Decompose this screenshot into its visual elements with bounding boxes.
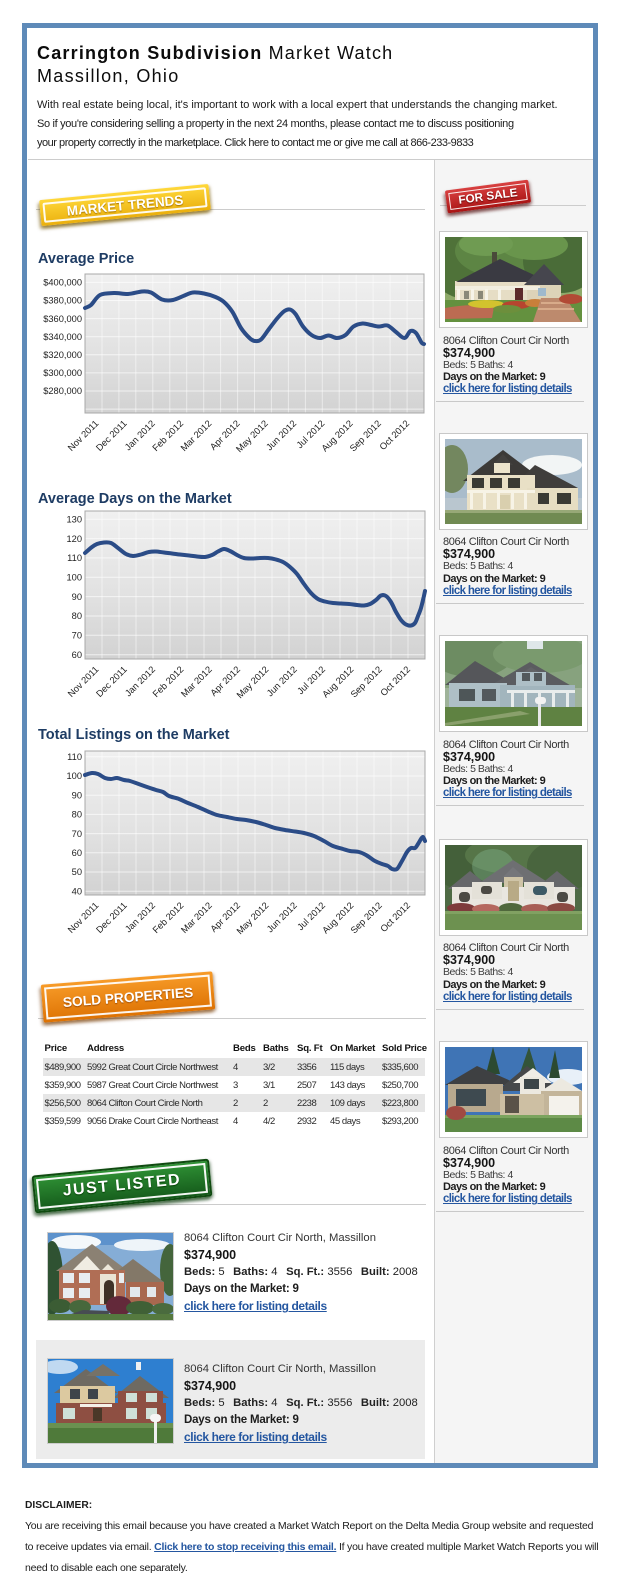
svg-text:$380,000: $380,000 — [43, 296, 82, 306]
svg-text:80: 80 — [72, 611, 82, 621]
svg-text:Dec 2011: Dec 2011 — [94, 418, 129, 453]
svg-text:Mar 2012: Mar 2012 — [179, 418, 214, 453]
svg-text:70: 70 — [72, 829, 82, 839]
svg-text:80: 80 — [72, 810, 82, 820]
svg-text:110: 110 — [67, 553, 82, 563]
svg-text:Mar 2012: Mar 2012 — [179, 664, 214, 699]
svg-text:120: 120 — [66, 534, 82, 544]
svg-text:60: 60 — [72, 848, 82, 858]
svg-text:110: 110 — [67, 752, 82, 762]
svg-text:Jun 2012: Jun 2012 — [265, 900, 299, 934]
svg-text:130: 130 — [66, 514, 82, 524]
svg-text:$400,000: $400,000 — [43, 278, 82, 288]
svg-text:60: 60 — [72, 650, 82, 660]
svg-text:$320,000: $320,000 — [43, 350, 82, 360]
svg-text:$280,000: $280,000 — [43, 386, 82, 396]
svg-text:Dec 2011: Dec 2011 — [94, 664, 129, 699]
svg-text:Sep 2012: Sep 2012 — [349, 900, 384, 935]
svg-text:Jun 2012: Jun 2012 — [265, 664, 299, 698]
svg-text:Oct 2012: Oct 2012 — [378, 664, 412, 698]
svg-text:90: 90 — [72, 592, 82, 602]
svg-text:40: 40 — [72, 886, 82, 896]
svg-text:Oct 2012: Oct 2012 — [378, 418, 412, 452]
svg-text:Oct 2012: Oct 2012 — [378, 900, 412, 934]
svg-text:50: 50 — [72, 867, 82, 877]
svg-text:Sep 2012: Sep 2012 — [349, 664, 384, 699]
svg-text:70: 70 — [72, 631, 82, 641]
svg-text:Mar 2012: Mar 2012 — [179, 900, 214, 935]
svg-text:Sep 2012: Sep 2012 — [348, 418, 383, 453]
svg-text:Jun 2012: Jun 2012 — [264, 418, 298, 452]
svg-text:$360,000: $360,000 — [43, 314, 82, 324]
svg-text:100: 100 — [66, 771, 82, 781]
svg-text:100: 100 — [66, 573, 82, 583]
svg-text:90: 90 — [72, 790, 82, 800]
svg-text:$340,000: $340,000 — [43, 332, 82, 342]
svg-text:$300,000: $300,000 — [43, 368, 82, 378]
svg-text:Dec 2011: Dec 2011 — [94, 900, 129, 935]
